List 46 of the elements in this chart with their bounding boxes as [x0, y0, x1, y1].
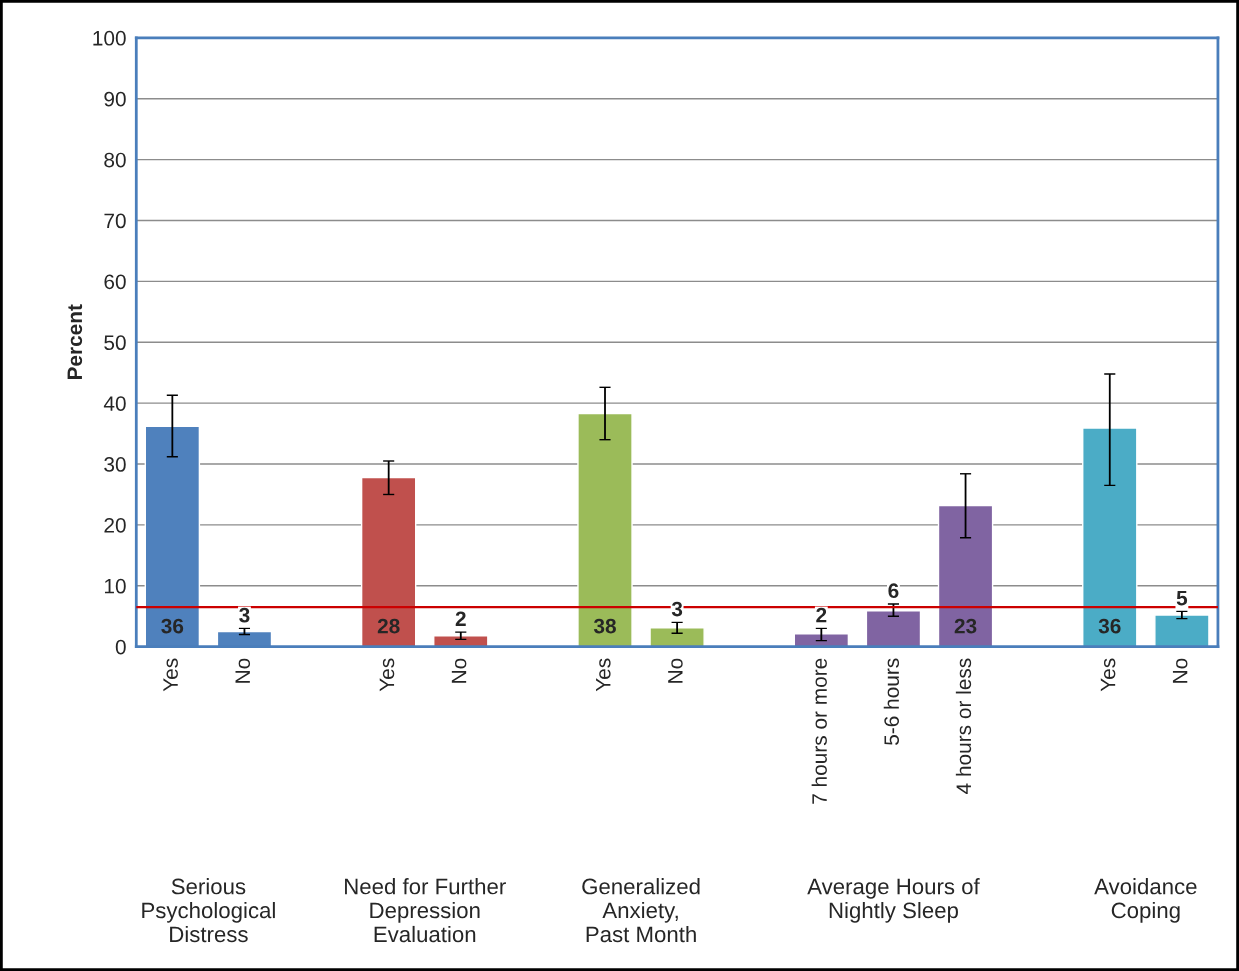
data-label: 2 — [455, 611, 466, 626]
y-tick-label: 100 — [93, 30, 126, 46]
y-tick-label: 80 — [104, 152, 126, 168]
bar — [577, 412, 633, 647]
x-tick-label: Yes — [163, 658, 178, 692]
data-label: 3 — [671, 601, 683, 617]
bar — [1154, 614, 1210, 647]
x-tick-label: No — [1172, 658, 1188, 683]
bar — [1082, 427, 1138, 647]
x-tick-label: No — [668, 658, 683, 683]
y-tick-label: 60 — [104, 274, 126, 290]
y-tick-label: 50 — [104, 335, 126, 351]
text: Need for Further Depression Evaluation — [345, 878, 506, 943]
bar — [865, 610, 922, 647]
text: Average Hours of Nightly Sleep — [807, 878, 980, 923]
data-label: 36 — [1098, 618, 1121, 634]
data-label: 5 — [1176, 590, 1188, 606]
y-tick-label: 40 — [103, 396, 126, 411]
data-label: 36 — [161, 618, 184, 634]
y-tick-label: 20 — [104, 517, 126, 533]
x-tick-label: Yes — [1100, 658, 1116, 692]
data-label: 23 — [954, 618, 977, 634]
bar — [360, 476, 417, 647]
text: Serious Psychological Distress — [142, 878, 275, 943]
x-tick-label: 5-6 hours — [883, 658, 900, 745]
y-tick-label: 30 — [104, 457, 126, 472]
x-tick-label: No — [235, 658, 251, 683]
x-tick-label: No — [451, 658, 467, 683]
data-label: 3 — [239, 607, 250, 623]
text: Generalized Anxiety, Past Month — [582, 878, 700, 943]
x-tick-label: Yes — [596, 658, 611, 692]
y-tick-label: 0 — [115, 639, 126, 655]
bar — [649, 627, 705, 647]
y-tick-label: 70 — [104, 213, 126, 229]
x-tick-label: 4 hours or less — [955, 658, 972, 794]
x-tick-label: Yes — [379, 658, 395, 692]
bar — [937, 504, 994, 647]
y-axis-title: Percent — [67, 304, 83, 380]
data-label: 6 — [888, 583, 899, 599]
data-label: 28 — [377, 618, 400, 634]
data-label: 2 — [816, 607, 827, 623]
data-label: 38 — [593, 618, 616, 634]
text: Avoidance Coping — [1094, 878, 1197, 923]
x-tick-label: 7 hours or more — [811, 658, 827, 804]
y-tick-label: 90 — [104, 91, 126, 107]
y-tick-label: 10 — [104, 578, 126, 594]
